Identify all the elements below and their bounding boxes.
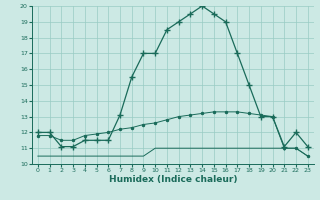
X-axis label: Humidex (Indice chaleur): Humidex (Indice chaleur) — [108, 175, 237, 184]
